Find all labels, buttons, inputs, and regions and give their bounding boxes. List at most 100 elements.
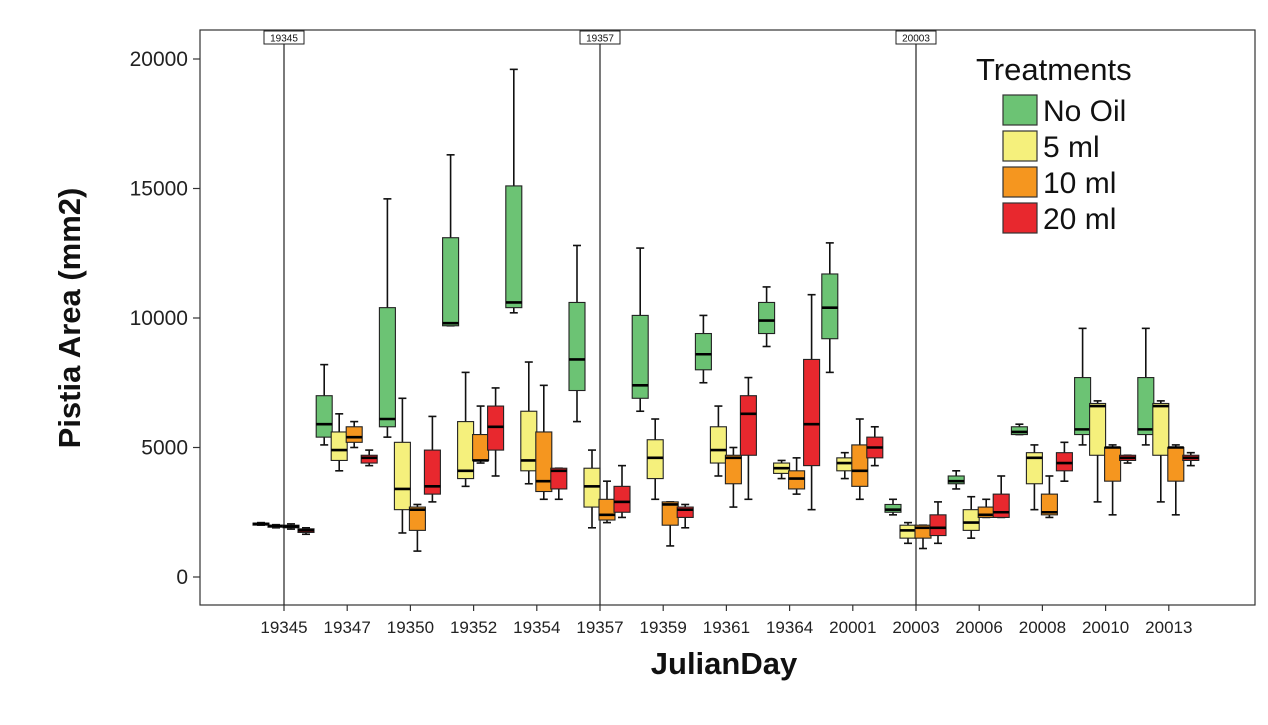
box-10-ml-19364 xyxy=(788,457,806,495)
box-20-ml-19361 xyxy=(739,376,757,501)
box-10-ml-20008 xyxy=(1040,475,1058,519)
box-5-ml-19345 xyxy=(267,523,285,529)
box-10-ml-19352 xyxy=(472,405,490,464)
box-body xyxy=(598,498,616,521)
box-20-ml-19357 xyxy=(613,464,631,519)
box-5-ml-19364 xyxy=(773,459,791,480)
x-tick-label-19352: 19352 xyxy=(450,618,497,637)
box-5-ml-19347 xyxy=(330,413,348,472)
box-20-ml-19350 xyxy=(423,415,441,503)
box-no-oil-20003 xyxy=(884,498,902,516)
legend-swatch-20-ml xyxy=(1002,202,1038,234)
y-tick-label-5000: 5000 xyxy=(141,437,188,460)
box-body xyxy=(1025,452,1043,485)
box-body xyxy=(631,314,649,399)
box-body xyxy=(345,426,363,443)
x-axis: 19345 19347 19350 19352 19354 19357 19359 19361… xyxy=(260,605,1192,637)
box-5-ml-19350 xyxy=(393,397,411,534)
box-body xyxy=(1089,402,1107,456)
box-20-ml-20008 xyxy=(1055,441,1073,482)
box-20-ml-19364 xyxy=(803,293,821,511)
box-20-ml-20013 xyxy=(1182,451,1200,467)
box-body xyxy=(472,433,490,461)
box-body xyxy=(929,514,947,537)
box-10-ml-19347 xyxy=(345,420,363,449)
box-10-ml-20006 xyxy=(977,498,995,519)
box-no-oil-19354 xyxy=(505,68,523,314)
box-20-ml-20010 xyxy=(1119,454,1137,464)
box-body xyxy=(851,444,869,487)
box-body xyxy=(676,506,694,518)
box-body xyxy=(1137,377,1155,436)
x-tick-label-19350: 19350 xyxy=(387,618,434,637)
box-body xyxy=(962,509,980,531)
box-body xyxy=(378,307,396,428)
box-body xyxy=(709,426,727,464)
legend-label-20-ml: 20 ml xyxy=(1043,203,1116,236)
box-body xyxy=(613,485,631,513)
box-5-ml-19357 xyxy=(583,449,601,529)
box-body xyxy=(408,506,426,531)
legend-label-10-ml: 10 ml xyxy=(1043,167,1116,200)
box-body xyxy=(694,332,712,371)
box-no-oil-19364 xyxy=(758,286,776,348)
box-10-ml-19361 xyxy=(724,446,742,508)
box-body xyxy=(393,441,411,511)
y-axis-title: Pistia Area (mm2) xyxy=(52,188,87,449)
legend-swatch-10-ml xyxy=(1002,166,1038,198)
x-axis-title: JulianDay xyxy=(651,646,798,681)
box-group xyxy=(252,68,1200,552)
box-no-oil-20010 xyxy=(1074,327,1092,446)
box-10-ml-20010 xyxy=(1104,444,1122,516)
box-20-ml-19347 xyxy=(360,449,378,467)
x-tick-label-20013: 20013 xyxy=(1145,618,1192,637)
box-10-ml-19357 xyxy=(598,480,616,524)
box-5-ml-20008 xyxy=(1025,444,1043,511)
box-body xyxy=(330,431,348,461)
box-5-ml-20013 xyxy=(1152,400,1170,503)
x-tick-label-20008: 20008 xyxy=(1019,618,1066,637)
legend-swatch-no-oil xyxy=(1002,94,1038,126)
box-body xyxy=(535,431,553,493)
y-tick-label-20000: 20000 xyxy=(130,48,188,71)
reference-label-19345: 19345 xyxy=(270,34,298,45)
y-axis: 0 5000 10000 15000 20000 xyxy=(130,48,200,589)
x-tick-label-20001: 20001 xyxy=(829,618,876,637)
box-body xyxy=(1167,446,1185,482)
x-tick-label-20006: 20006 xyxy=(956,618,1003,637)
box-5-ml-20001 xyxy=(836,451,854,480)
x-tick-label-20003: 20003 xyxy=(892,618,939,637)
box-no-oil-20001 xyxy=(821,242,839,374)
reference-label-box-20003 xyxy=(895,30,937,45)
legend-title: Treatments xyxy=(976,52,1132,87)
x-tick-label-19354: 19354 xyxy=(513,618,560,637)
y-tick-label-10000: 10000 xyxy=(130,307,188,330)
box-body xyxy=(550,467,568,490)
box-20-ml-19352 xyxy=(487,387,505,477)
x-tick-label-20010: 20010 xyxy=(1082,618,1129,637)
reference-label-box-19345 xyxy=(263,30,305,45)
box-20-ml-19354 xyxy=(550,467,568,501)
box-5-ml-19352 xyxy=(457,371,475,488)
box-body xyxy=(423,449,441,495)
reference-label-box-19357 xyxy=(579,30,621,45)
box-body xyxy=(1040,493,1058,516)
box-20-ml-20006 xyxy=(992,475,1010,519)
box-no-oil-19350 xyxy=(378,198,396,438)
box-body xyxy=(505,185,523,309)
box-body xyxy=(442,237,460,327)
box-20-ml-20001 xyxy=(866,425,884,467)
box-body xyxy=(1074,377,1092,436)
reference-lines: 19345 19357 20003 xyxy=(263,30,937,605)
box-10-ml-20001 xyxy=(851,418,869,501)
box-body xyxy=(803,358,821,467)
legend-swatch-5-ml xyxy=(1002,130,1038,162)
box-20-ml-19359 xyxy=(676,503,694,529)
box-10-ml-20013 xyxy=(1167,444,1185,516)
box-10-ml-19345 xyxy=(282,523,300,530)
x-tick-label-19345: 19345 xyxy=(260,618,307,637)
box-no-oil-20006 xyxy=(947,470,965,490)
